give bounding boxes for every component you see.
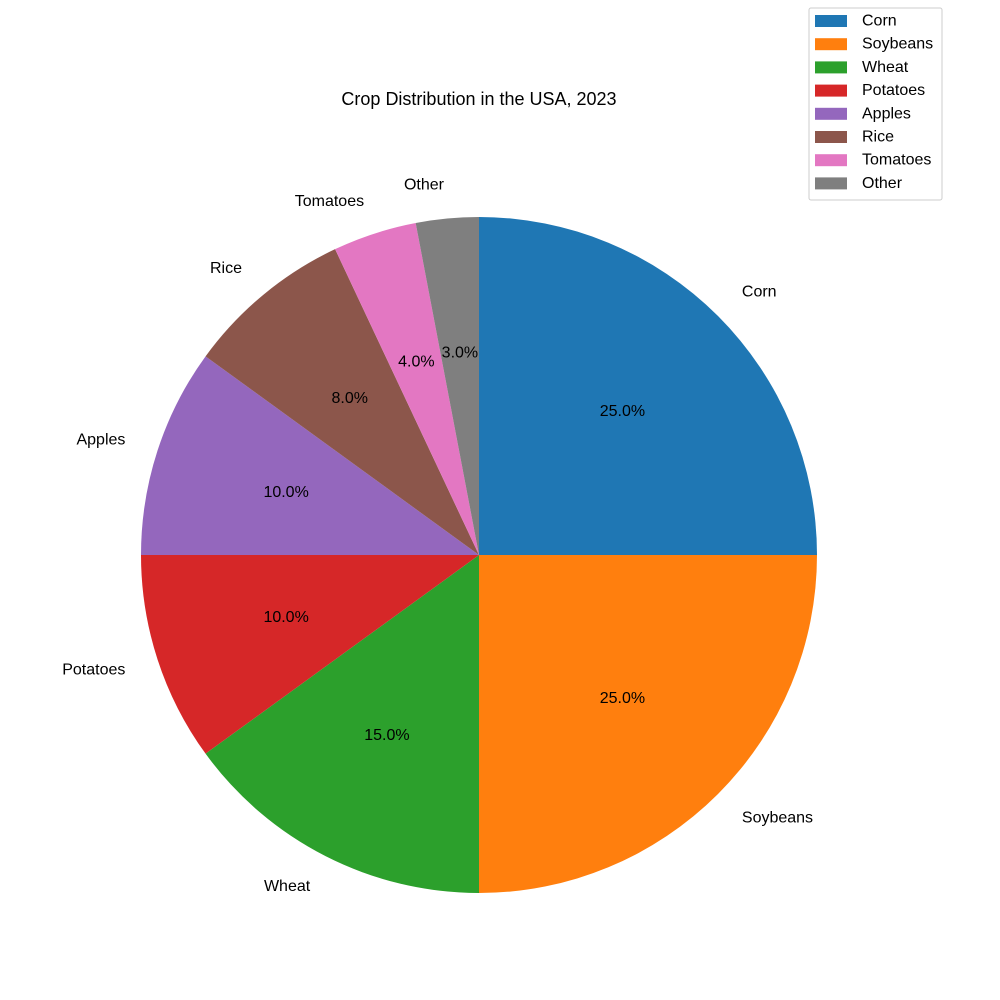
pie-slice-corn — [479, 217, 817, 555]
legend-swatch-rice — [815, 131, 847, 143]
legend-frame — [808, 7, 943, 201]
legend-swatch-potatoes — [815, 84, 847, 97]
slice-label-wheat: Wheat — [264, 878, 311, 895]
slice-labels: Corn Soybeans Wheat Potatoes Apples Rice Tomat… — [62, 176, 813, 894]
percent-label-tomatoes: 4.0% — [398, 354, 434, 371]
slice-label-soybeans: Soybeans — [742, 809, 813, 826]
legend-swatch-tomatoes — [815, 154, 847, 167]
legend-swatch-corn — [815, 15, 847, 27]
percent-label-other: 3.0% — [442, 345, 478, 362]
legend-label-rice: Rice — [862, 129, 894, 146]
legend-label-potatoes: Potatoes — [862, 82, 925, 99]
legend-label-tomatoes: Tomatoes — [862, 152, 931, 169]
legend-swatch-soybeans — [815, 38, 847, 51]
legend-label-corn: Corn — [862, 13, 897, 30]
slice-label-potatoes: Potatoes — [62, 661, 125, 678]
pie-slice-tomatoes — [335, 222, 479, 555]
percent-label-soybeans: 25.0% — [600, 690, 645, 707]
slice-label-tomatoes: Tomatoes — [295, 193, 364, 210]
legend-label-wheat: Wheat — [862, 59, 909, 76]
legend-swatch-wheat — [815, 61, 847, 74]
legend-swatch-other — [815, 177, 847, 190]
chart-title: Crop Distribution in the USA, 2023 — [341, 89, 616, 109]
legend-label-apples: Apples — [862, 105, 911, 122]
legend-label-soybeans: Soybeans — [862, 36, 933, 53]
slice-label-corn: Corn — [742, 284, 777, 301]
legend-label-other: Other — [862, 175, 903, 192]
percent-label-wheat: 15.0% — [364, 727, 409, 744]
percent-label-apples: 10.0% — [263, 484, 308, 501]
legend-swatch-apples — [815, 107, 847, 120]
slice-label-rice: Rice — [210, 260, 242, 277]
pie-slice-rice — [205, 249, 480, 555]
pie-slice-other — [415, 217, 479, 555]
legend: Corn Soybeans Wheat Potatoes Apples Rice Tomat… — [808, 7, 943, 201]
pie-slice-apples — [141, 356, 479, 555]
pie-slice-potatoes — [141, 555, 479, 754]
percent-label-rice: 8.0% — [331, 390, 367, 407]
pie-slice-wheat — [205, 555, 480, 893]
slice-label-apples: Apples — [76, 432, 125, 449]
pie-slices — [141, 217, 817, 893]
percent-labels: 25.0% 25.0% 15.0% 10.0% 10.0% 8.0% 4.0% 3.0% — [263, 345, 645, 745]
percent-label-corn: 25.0% — [600, 403, 645, 420]
slice-label-other: Other — [404, 176, 445, 193]
percent-label-potatoes: 10.0% — [263, 609, 308, 626]
pie-slice-soybeans — [479, 555, 817, 893]
